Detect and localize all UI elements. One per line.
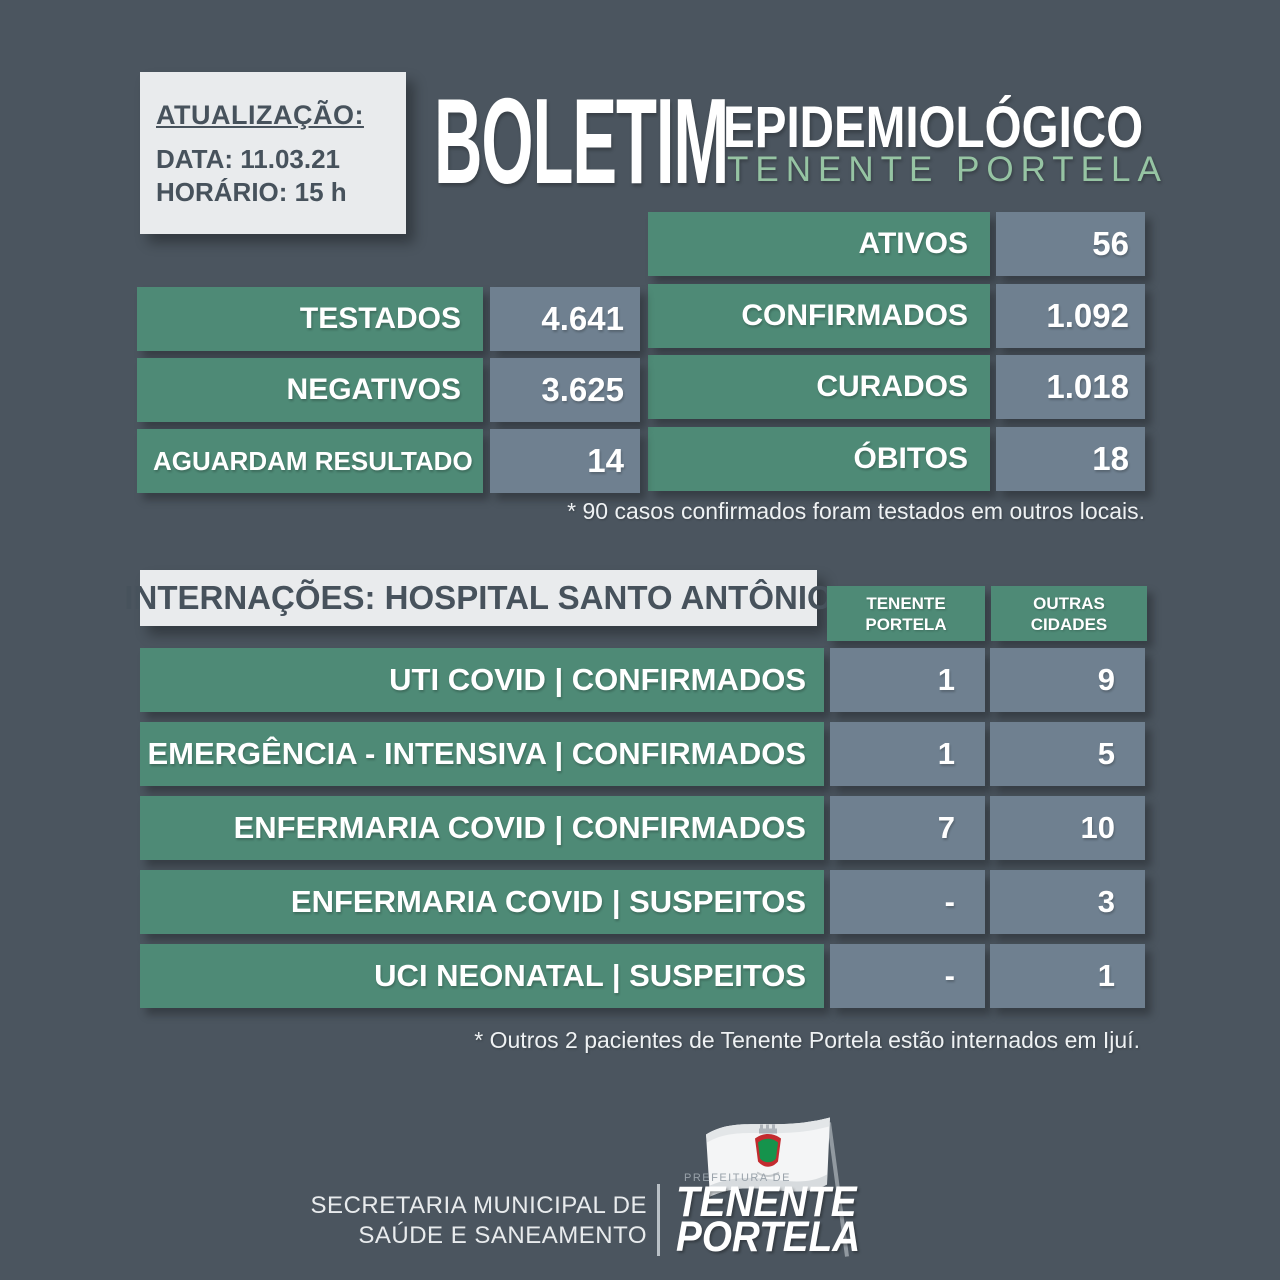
- stat-value: 56: [1092, 225, 1129, 262]
- update-time: HORÁRIO: 15 h: [156, 177, 347, 207]
- stat-label: ÓBITOS: [853, 442, 968, 475]
- hospital-footnote: * Outros 2 pacientes de Tenente Portela …: [474, 1027, 1140, 1053]
- hospital-cell: 5: [990, 722, 1145, 786]
- hospital-section-title: INTERNAÇÕES: HOSPITAL SANTO ANTÔNIO: [124, 570, 833, 626]
- stat-value-ativos: 56: [996, 212, 1145, 276]
- stat-row-testados: TESTADOS: [137, 287, 483, 351]
- stat-label: AGUARDAM RESULTADO: [153, 445, 473, 476]
- stat-value-negativos: 3.625: [490, 358, 640, 422]
- cell-value: 5: [1097, 736, 1115, 771]
- stat-row-aguardam-resultado: AGUARDAM RESULTADO: [137, 429, 483, 493]
- row-label: ENFERMARIA COVID | SUSPEITOS: [290, 884, 806, 919]
- stat-value-obitos: 18: [996, 427, 1145, 491]
- cell-value: 1: [937, 662, 955, 697]
- stat-label: ATIVOS: [858, 227, 968, 260]
- stats-footnote: * 90 casos confirmados foram testados em…: [567, 498, 1145, 524]
- hospital-row-enfermaria-suspeitos: ENFERMARIA COVID | SUSPEITOS: [140, 870, 824, 934]
- cell-value: 7: [937, 810, 955, 845]
- stat-row-curados: CURADOS: [648, 355, 990, 419]
- hospital-cell: 9: [990, 648, 1145, 712]
- hospital-row-uci-neonatal: UCI NEONATAL | SUSPEITOS: [140, 944, 824, 1008]
- stat-value: 1.092: [1046, 297, 1129, 334]
- column-header-text: TENENTE PORTELA: [865, 593, 947, 634]
- cell-value: 9: [1097, 662, 1115, 697]
- hospital-cell: 3: [990, 870, 1145, 934]
- column-header-outras-cidades: OUTRAS CIDADES: [991, 586, 1147, 641]
- stat-row-confirmados: CONFIRMADOS: [648, 284, 990, 348]
- stat-row-negativos: NEGATIVOS: [137, 358, 483, 422]
- stat-label: NEGATIVOS: [286, 373, 461, 406]
- stat-value-confirmados: 1.092: [996, 284, 1145, 348]
- stat-row-obitos: ÓBITOS: [648, 427, 990, 491]
- page-title-city: TENENTE PORTELA: [727, 150, 1168, 189]
- update-date: DATA: 11.03.21: [156, 144, 341, 174]
- footer-org-line1: SECRETARIA MUNICIPAL DE: [310, 1192, 647, 1219]
- cell-value: 3: [1097, 884, 1115, 919]
- hospital-section-title-text: INTERNAÇÕES: HOSPITAL SANTO ANTÔNIO: [124, 579, 833, 616]
- cell-value: 1: [937, 736, 955, 771]
- cell-value: 1: [1097, 958, 1115, 993]
- update-title: ATUALIZAÇÃO:: [156, 100, 364, 130]
- hospital-row-enfermaria-confirmados: ENFERMARIA COVID | CONFIRMADOS: [140, 796, 824, 860]
- hospital-cell: -: [830, 870, 985, 934]
- city-flag-icon: [706, 1117, 849, 1257]
- stat-value: 4.641: [541, 300, 624, 337]
- hospital-cell: 10: [990, 796, 1145, 860]
- stat-value-aguardam-resultado: 14: [490, 429, 640, 493]
- hospital-cell: 7: [830, 796, 985, 860]
- update-box: ATUALIZAÇÃO: DATA: 11.03.21 HORÁRIO: 15 …: [140, 72, 406, 234]
- row-label: EMERGÊNCIA - INTENSIVA | CONFIRMADOS: [147, 736, 806, 771]
- stat-value-curados: 1.018: [996, 355, 1145, 419]
- hospital-cell: 1: [830, 722, 985, 786]
- stat-value-testados: 4.641: [490, 287, 640, 351]
- hospital-cell: 1: [830, 648, 985, 712]
- footer-divider: [657, 1184, 660, 1256]
- page-title: BOLETIM: [434, 73, 729, 209]
- column-header-text: OUTRAS CIDADES: [1030, 593, 1108, 634]
- footer-org-line2: SAÚDE E SANEAMENTO: [358, 1222, 647, 1249]
- hospital-cell: -: [830, 944, 985, 1008]
- footer-organization: SECRETARIA MUNICIPAL DE SAÚDE E SANEAMEN…: [311, 1191, 647, 1251]
- stat-row-ativos: ATIVOS: [648, 212, 990, 276]
- hospital-cell: 1: [990, 944, 1145, 1008]
- row-label: ENFERMARIA COVID | CONFIRMADOS: [233, 810, 806, 845]
- logo-city-line1: TENENTE: [676, 1178, 857, 1226]
- row-label: UCI NEONATAL | SUSPEITOS: [374, 958, 806, 993]
- page-subtitle: EPIDEMIOLÓGICO: [723, 95, 1144, 160]
- stat-value: 1.018: [1046, 368, 1129, 405]
- stat-value: 14: [587, 442, 624, 479]
- logo-prefeitura-label: PREFEITURA DE: [684, 1172, 791, 1184]
- column-header-tenente-portela: TENENTE PORTELA: [827, 586, 985, 641]
- stat-label: TESTADOS: [299, 302, 461, 335]
- hospital-row-emergencia-intensiva: EMERGÊNCIA - INTENSIVA | CONFIRMADOS: [140, 722, 824, 786]
- stat-label: CONFIRMADOS: [741, 299, 968, 332]
- stat-label: CURADOS: [816, 370, 968, 403]
- row-label: UTI COVID | CONFIRMADOS: [389, 662, 806, 697]
- cell-value: 10: [1080, 810, 1115, 845]
- stat-value: 18: [1092, 440, 1129, 477]
- stat-value: 3.625: [541, 371, 624, 408]
- cell-value: -: [944, 958, 955, 993]
- cell-value: -: [944, 884, 955, 919]
- logo-city-line2: PORTELA: [676, 1213, 861, 1261]
- hospital-row-uti-covid: UTI COVID | CONFIRMADOS: [140, 648, 824, 712]
